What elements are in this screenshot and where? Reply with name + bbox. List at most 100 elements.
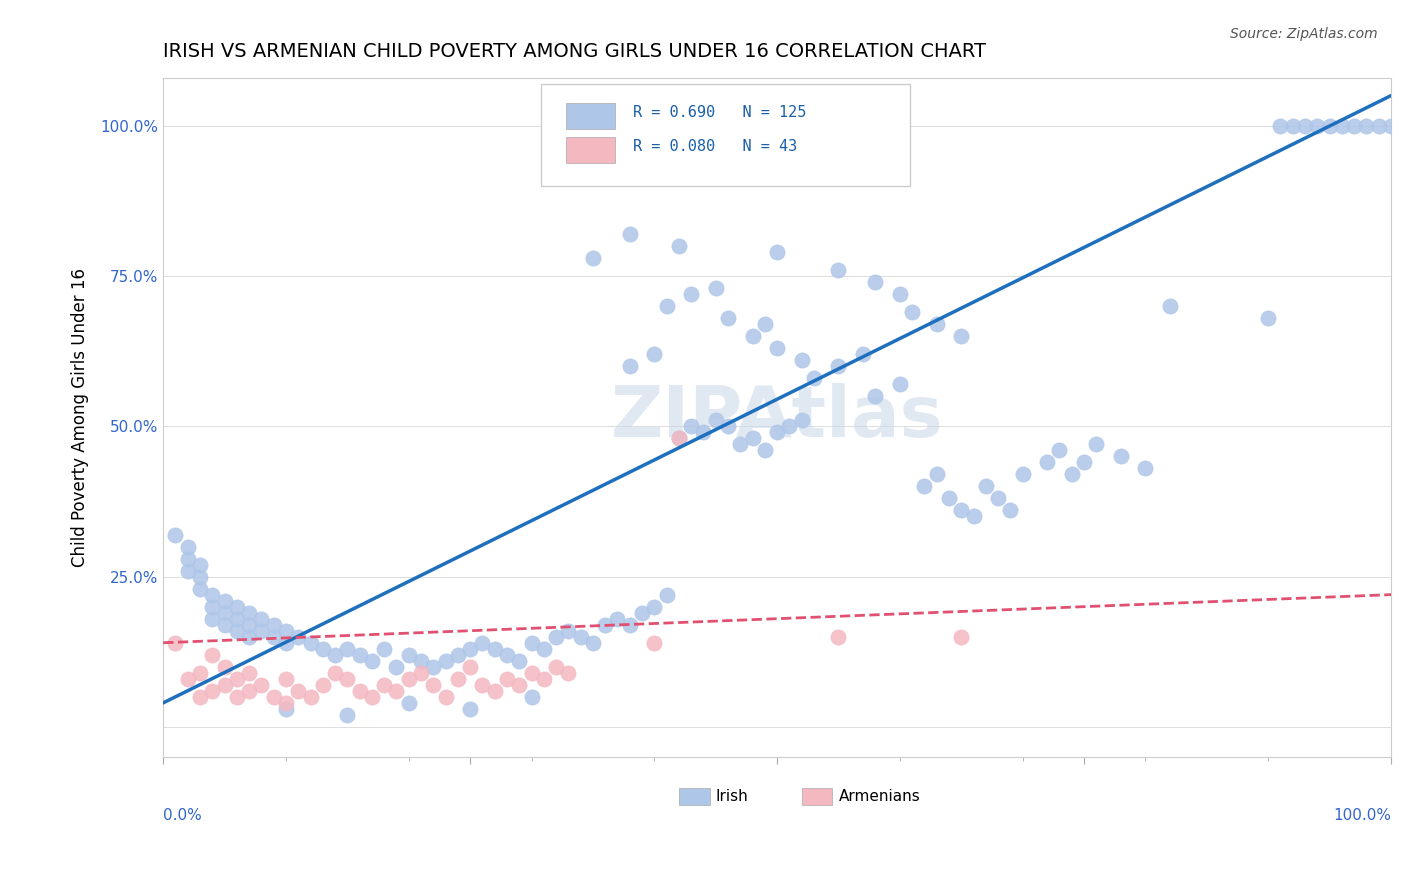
Point [631,606,654,620]
Point [533,641,555,656]
Bar [801,788,832,805]
Point [741,431,763,445]
Point [201,599,224,614]
Point [1257,311,1279,326]
Point [1343,119,1365,133]
Point [582,636,605,650]
Point [1000,503,1022,517]
Point [582,251,605,265]
Point [704,281,727,295]
Point [361,690,384,704]
Point [704,413,727,427]
Point [398,648,420,662]
Point [250,624,273,638]
Point [274,696,297,710]
Point [766,425,789,440]
Point [827,263,849,277]
Point [238,617,260,632]
Bar [567,103,614,128]
Point [263,617,285,632]
Point [225,690,247,704]
Point [201,588,224,602]
Point [619,617,641,632]
Point [177,564,200,578]
Point [1049,443,1071,458]
Point [299,690,322,704]
Point [1085,437,1108,451]
Point [214,593,236,607]
Point [225,624,247,638]
FancyBboxPatch shape [541,85,910,186]
Point [299,636,322,650]
Text: Source: ZipAtlas.com: Source: ZipAtlas.com [1230,27,1378,41]
Point [508,678,530,692]
Point [274,624,297,638]
Point [508,654,530,668]
Point [974,479,997,493]
Point [754,443,776,458]
Point [188,558,211,572]
Point [274,672,297,686]
Point [1036,455,1059,469]
Text: 100.0%: 100.0% [1333,808,1391,823]
Point [754,317,776,331]
Point [201,683,224,698]
Point [274,636,297,650]
Point [950,329,973,343]
Point [214,660,236,674]
Point [484,641,506,656]
Point [336,707,359,722]
Point [778,419,800,434]
Point [865,389,887,403]
Point [668,431,690,445]
Point [1011,467,1033,482]
Point [349,683,371,698]
Point [471,678,494,692]
Point [766,341,789,355]
Point [717,419,740,434]
Point [546,660,568,674]
Point [225,612,247,626]
Point [409,654,432,668]
Text: R = 0.080   N = 43: R = 0.080 N = 43 [634,139,797,154]
Point [889,377,911,392]
Point [238,606,260,620]
Point [274,702,297,716]
Point [912,479,935,493]
Point [950,503,973,517]
Point [520,665,543,680]
Point [336,672,359,686]
Point [214,617,236,632]
Point [165,636,187,650]
Point [1060,467,1083,482]
Point [263,630,285,644]
Point [692,425,714,440]
Point [655,299,678,313]
Point [336,641,359,656]
Point [901,305,924,319]
Point [533,672,555,686]
Point [287,630,309,644]
Y-axis label: Child Poverty Among Girls Under 16: Child Poverty Among Girls Under 16 [72,268,89,566]
Point [458,660,481,674]
Point [1319,119,1341,133]
Point [409,665,432,680]
Point [643,636,665,650]
Point [238,630,260,644]
Point [458,702,481,716]
Point [925,467,948,482]
Point [681,287,703,301]
Point [865,275,887,289]
Point [1270,119,1292,133]
Point [520,636,543,650]
Point [201,612,224,626]
Point [1355,119,1378,133]
Point [349,648,371,662]
Point [1135,461,1157,475]
Point [668,239,690,253]
Point [889,287,911,301]
Point [1379,119,1402,133]
Point [496,648,519,662]
Point [619,359,641,374]
Point [188,569,211,583]
